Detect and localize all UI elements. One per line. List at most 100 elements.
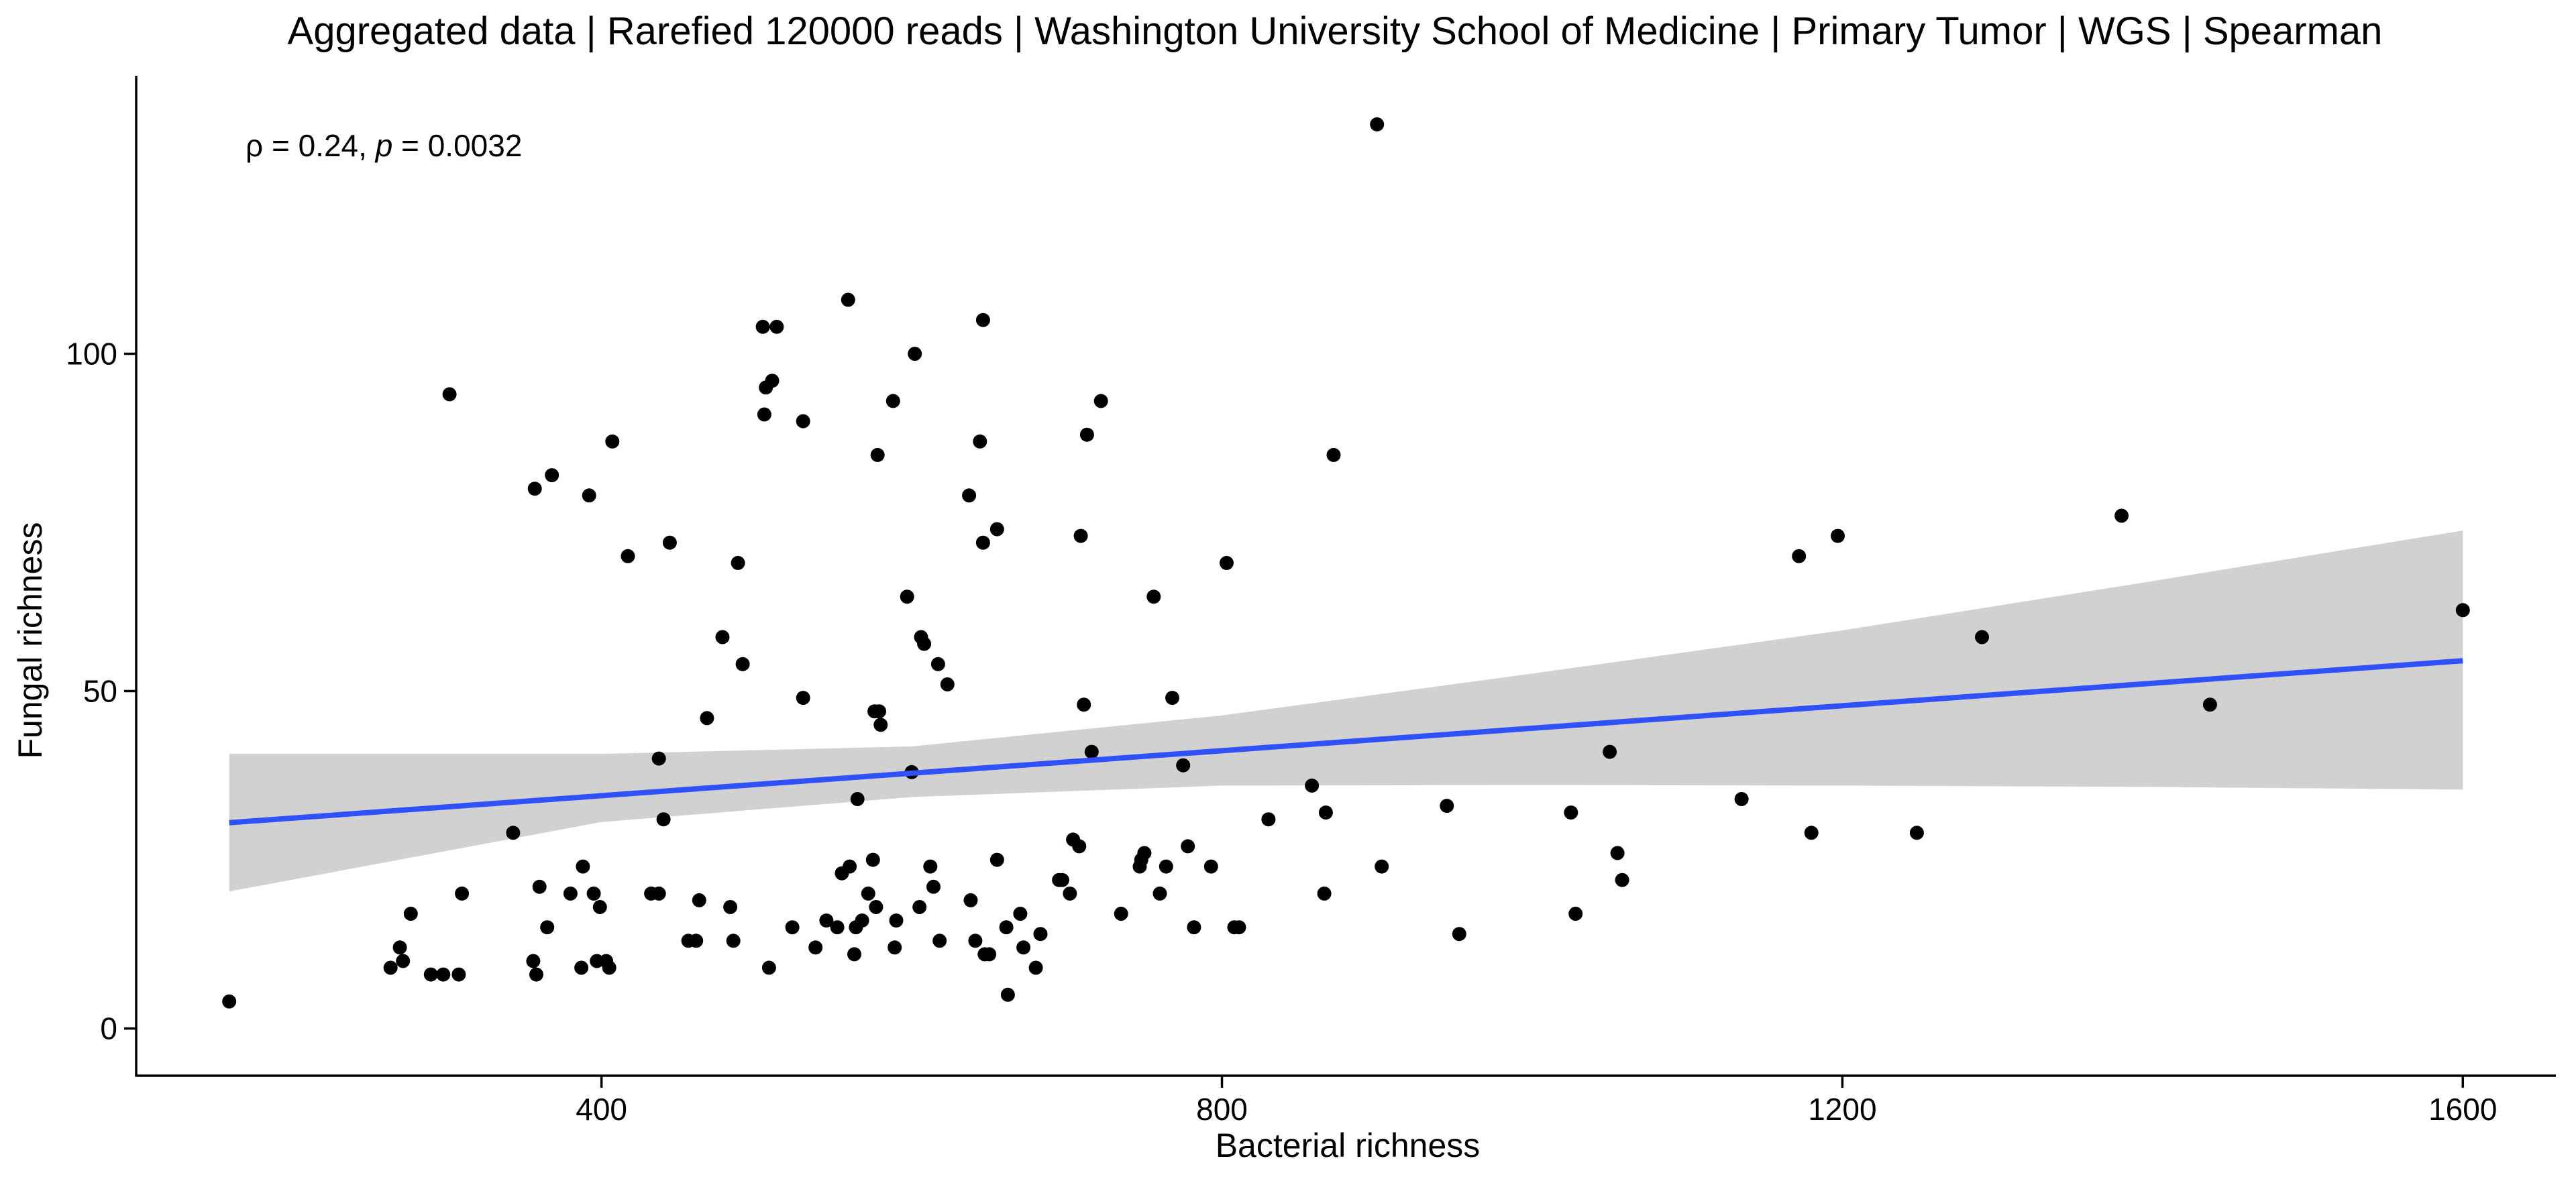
data-point [1016, 940, 1031, 955]
data-point [968, 934, 983, 948]
data-point [455, 886, 470, 901]
data-point [885, 394, 900, 408]
data-points-layer [222, 117, 2470, 1009]
axes-layer: 400 800 1200 1600 0 50 100 [66, 76, 2556, 1127]
data-point [923, 859, 938, 874]
data-point [830, 920, 845, 935]
data-point [900, 589, 914, 604]
data-point [872, 704, 886, 719]
x-axis-title: Bacterial richness [1216, 1127, 1481, 1164]
data-point [1261, 812, 1276, 827]
x-tick-label: 400 [576, 1092, 627, 1127]
data-point [700, 711, 714, 726]
data-point [526, 954, 541, 968]
data-point [963, 893, 978, 907]
data-point [726, 934, 741, 948]
data-point [1137, 846, 1152, 860]
data-point [1440, 799, 1454, 813]
data-point [850, 792, 865, 806]
data-point [651, 751, 666, 766]
data-point [586, 886, 601, 901]
y-tick-label: 100 [66, 336, 117, 371]
x-tick-label: 1200 [1808, 1092, 1876, 1127]
data-point [545, 468, 559, 483]
data-point [529, 967, 543, 982]
data-point [912, 900, 927, 914]
data-point [908, 347, 922, 361]
data-point [2455, 603, 2470, 618]
y-axis-title: Fungal richness [11, 522, 49, 759]
data-point [1220, 555, 1234, 570]
data-point [1568, 907, 1583, 921]
data-point [847, 947, 861, 962]
rho-symbol: ρ [246, 128, 263, 163]
data-point [889, 913, 904, 928]
data-point [1734, 792, 1749, 806]
data-point [563, 886, 578, 901]
data-point [1176, 758, 1191, 773]
correlation-annotation: ρ = 0.24, p = 0.0032 [246, 128, 522, 163]
data-point [436, 967, 451, 982]
data-point [989, 852, 1004, 867]
data-point [1792, 549, 1807, 563]
data-point [865, 852, 880, 867]
data-point [735, 657, 750, 671]
data-point [999, 920, 1014, 935]
data-point [1187, 920, 1201, 935]
data-point [1000, 987, 1015, 1002]
data-point [1028, 960, 1043, 975]
confidence-band [229, 530, 2463, 892]
data-point [602, 960, 616, 975]
data-point [1181, 839, 1195, 854]
data-point [1084, 744, 1099, 759]
data-point [975, 313, 990, 327]
data-point [926, 879, 941, 894]
data-point [605, 434, 620, 449]
data-point [761, 960, 776, 975]
data-point [873, 718, 888, 732]
data-point [527, 482, 542, 496]
data-point [819, 913, 834, 928]
data-point [1564, 805, 1578, 820]
data-point [785, 920, 800, 935]
data-point [656, 812, 671, 827]
data-point [1114, 907, 1128, 921]
data-point [574, 960, 589, 975]
data-point [808, 940, 823, 955]
data-point [1232, 920, 1246, 935]
data-point [870, 447, 885, 462]
data-point [917, 636, 932, 651]
chart-title: Aggregated data | Rarefied 120000 reads … [288, 9, 2383, 53]
data-point [1831, 528, 1845, 543]
data-point [222, 994, 237, 1009]
data-point [861, 886, 875, 901]
data-point [1203, 859, 1218, 874]
data-point [962, 488, 977, 503]
data-point [1909, 826, 1924, 840]
data-point [442, 387, 457, 402]
data-point [855, 913, 869, 928]
data-point [1375, 859, 1389, 874]
p-value: = 0.0032 [392, 128, 522, 163]
data-point [2114, 508, 2129, 523]
x-tick-label: 1600 [2428, 1092, 2497, 1127]
data-point [1318, 805, 1333, 820]
data-point [506, 826, 521, 840]
data-point [1975, 630, 1989, 644]
data-point [1146, 589, 1161, 604]
data-point [1326, 447, 1341, 462]
data-point [1093, 394, 1108, 408]
data-point [723, 900, 738, 914]
data-point [841, 292, 855, 307]
data-point [757, 407, 771, 422]
data-point [989, 522, 1004, 537]
data-point [982, 947, 997, 962]
data-point [1317, 886, 1332, 901]
data-point [1013, 907, 1028, 921]
data-point [796, 691, 810, 706]
data-point [843, 859, 857, 874]
data-point [796, 414, 810, 429]
data-point [1073, 528, 1088, 543]
data-point [940, 677, 955, 691]
